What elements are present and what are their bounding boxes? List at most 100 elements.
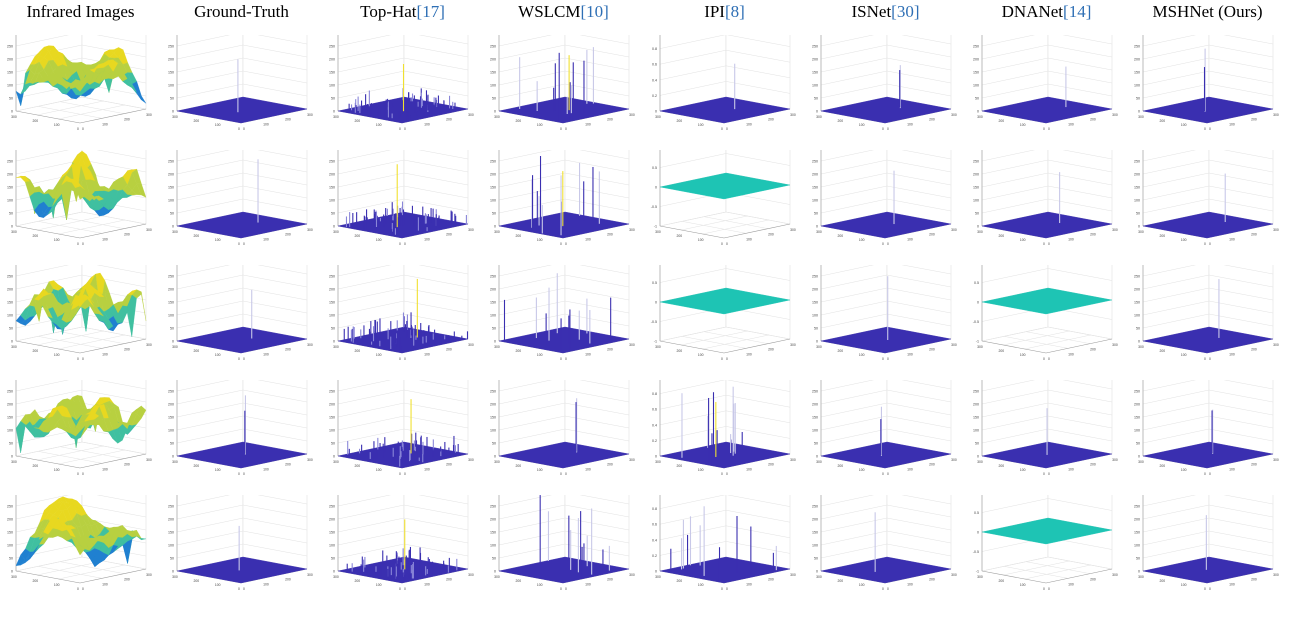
y-tick-label: 0: [77, 357, 79, 361]
y-tick-label: 0: [1204, 587, 1206, 591]
citation-link[interactable]: [17]: [416, 2, 445, 21]
grid-line: [1142, 185, 1274, 201]
grid-line: [1142, 70, 1274, 86]
y-tick-label: 200: [32, 234, 38, 238]
response-surface: [498, 326, 630, 354]
y-tick-label: 0: [1043, 587, 1045, 591]
grid-line: [1025, 331, 1091, 344]
x-tick-label: 0: [243, 127, 245, 131]
x-tick-label: 100: [1068, 352, 1074, 356]
x-tick-label: 0: [565, 472, 567, 476]
citation-link[interactable]: [30]: [891, 2, 920, 21]
y-tick-label: 200: [515, 234, 521, 238]
x-tick-label: 200: [768, 233, 774, 237]
y-tick-label: 0: [882, 357, 884, 361]
z-tick-label: 300: [490, 150, 496, 151]
z-tick-label: 100: [7, 429, 13, 433]
z-tick-label: 100: [490, 314, 496, 318]
x-tick-label: 300: [1112, 458, 1118, 462]
z-tick-label: 0: [655, 186, 657, 190]
z-tick-label: 200: [1134, 518, 1140, 522]
z-tick-label: 1: [655, 150, 657, 151]
y-tick-label: 300: [11, 575, 17, 579]
z-tick-label: 100: [329, 199, 335, 203]
column-label: IPI: [704, 2, 725, 21]
x-tick-label: 200: [768, 348, 774, 352]
z-tick-label: 0: [816, 570, 818, 574]
response-surface: [1142, 441, 1274, 469]
y-tick-label: 0: [238, 357, 240, 361]
citation-link[interactable]: [8]: [724, 2, 745, 21]
y-tick-label: 200: [1159, 349, 1165, 353]
x-tick-label: 0: [1209, 472, 1211, 476]
response-surface: [981, 441, 1113, 469]
x-tick-label: 300: [790, 458, 796, 462]
x-tick-label: 200: [768, 118, 774, 122]
x-tick-label: 100: [907, 582, 913, 586]
x-tick-label: 300: [951, 458, 957, 462]
y-tick-label: 100: [1181, 583, 1187, 587]
z-tick-label: 50: [170, 442, 174, 446]
z-tick-label: 50: [331, 557, 335, 561]
grid-line: [498, 287, 630, 303]
y-tick-label: 200: [193, 579, 199, 583]
grid-line: [981, 198, 1113, 214]
back-wall-right: [403, 495, 469, 570]
z-tick-label: 250: [329, 505, 335, 509]
x-tick-label: 100: [1229, 582, 1235, 586]
z-tick-label: 150: [329, 301, 335, 305]
z-tick-label: 100: [973, 429, 979, 433]
back-wall-right: [886, 380, 952, 455]
grid-line: [498, 389, 630, 405]
x-tick-label: 200: [285, 118, 291, 122]
grid-line: [337, 287, 469, 303]
y-tick-label: 300: [977, 230, 983, 234]
x-tick-label: 100: [263, 122, 269, 126]
x-tick-label: 200: [124, 578, 130, 582]
grid-line: [337, 35, 469, 47]
citation-link[interactable]: [10]: [580, 2, 609, 21]
grid-line: [1142, 415, 1274, 431]
x-tick-label: 300: [1112, 113, 1118, 117]
grid-line: [498, 415, 630, 431]
z-tick-label: 300: [973, 150, 979, 151]
z-tick-label: 200: [490, 58, 496, 62]
y-tick-label: 0: [399, 242, 401, 246]
y-tick-label: 100: [537, 353, 543, 357]
grid-line: [820, 159, 952, 175]
x-tick-label: 100: [263, 352, 269, 356]
column-label: Infrared Images: [26, 2, 135, 21]
x-tick-label: 100: [424, 122, 430, 126]
back-wall-right: [242, 265, 308, 340]
z-tick-label: 50: [331, 212, 335, 216]
x-axis: [79, 338, 147, 354]
x-tick-label: 100: [585, 122, 591, 126]
grid-line: [337, 428, 469, 444]
x-tick-label: 0: [82, 472, 84, 476]
y-tick-label: 300: [655, 575, 661, 579]
y-tick-label: 0: [77, 242, 79, 246]
flat-response-surface: [659, 287, 791, 315]
x-tick-label: 100: [102, 237, 108, 241]
z-tick-label: 300: [329, 495, 335, 496]
grid-line: [337, 159, 469, 175]
z-tick-label: 300: [168, 265, 174, 266]
grid-line: [1142, 402, 1274, 418]
back-wall-right: [1208, 380, 1274, 455]
grid-line: [37, 106, 103, 119]
y-tick-label: 100: [54, 353, 60, 357]
grid-line: [176, 172, 308, 188]
z-tick-label: 300: [490, 495, 496, 496]
column-header: ISNet[30]: [805, 2, 966, 22]
x-tick-label: 0: [887, 587, 889, 591]
y-tick-label: 100: [859, 123, 865, 127]
citation-link[interactable]: [14]: [1063, 2, 1092, 21]
y-tick-label: 100: [215, 238, 221, 242]
